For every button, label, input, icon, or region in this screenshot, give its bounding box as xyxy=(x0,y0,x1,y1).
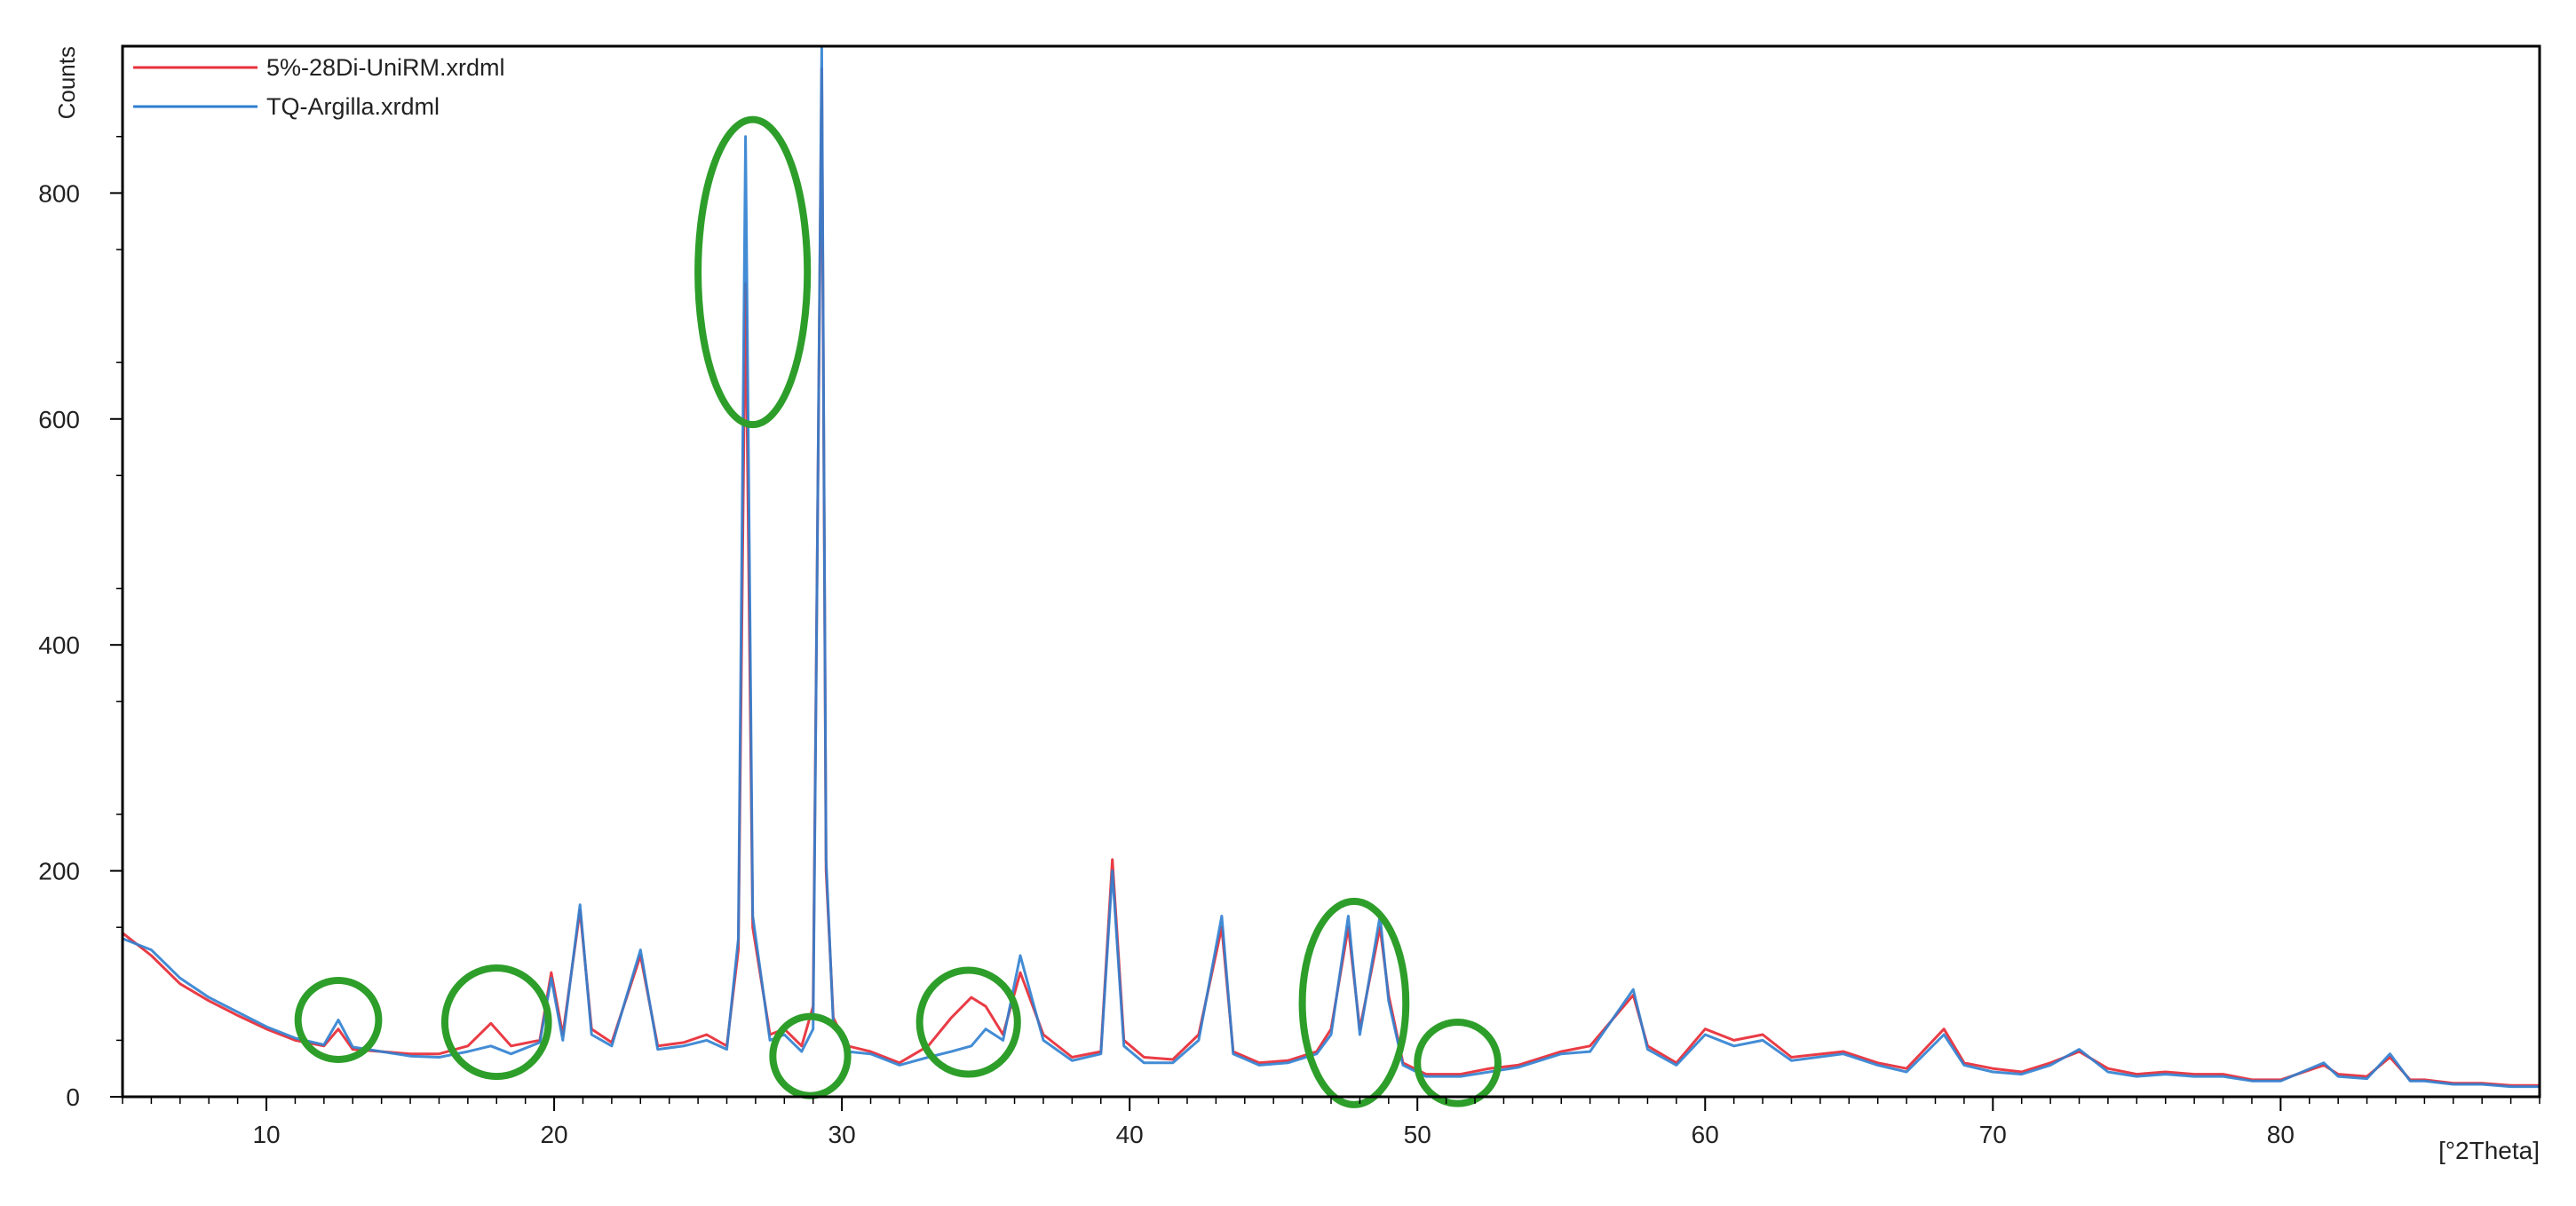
annotation-ellipse-3 xyxy=(694,115,812,429)
y-tick-label: 600 xyxy=(38,406,80,433)
y-tick-label: 0 xyxy=(66,1083,80,1111)
y-tick-label: 400 xyxy=(38,631,80,659)
x-tick-label: 40 xyxy=(1116,1121,1144,1148)
y-tick-label: 800 xyxy=(38,179,80,207)
legend-label-1: 5%-28Di-UniRM.xrdml xyxy=(266,54,505,81)
y-axis-label: Counts xyxy=(53,46,80,119)
x-tick-label: 10 xyxy=(252,1121,280,1148)
annotations-group xyxy=(294,115,1502,1108)
series-line-2 xyxy=(122,44,2540,1089)
annotation-ellipse-2 xyxy=(440,964,552,1081)
legend: 5%-28Di-UniRM.xrdml TQ-Argilla.xrdml xyxy=(133,54,505,120)
y-tick-label: 200 xyxy=(38,858,80,885)
x-tick-label: 60 xyxy=(1692,1121,1719,1148)
annotation-ellipse-1 xyxy=(294,976,383,1064)
x-tick-label: 80 xyxy=(2267,1121,2295,1148)
annotation-ellipse-7 xyxy=(1414,1019,1502,1107)
x-tick-label: 70 xyxy=(1979,1121,2007,1148)
x-tick-label: 50 xyxy=(1404,1121,1431,1148)
annotation-ellipse-6 xyxy=(1298,897,1410,1108)
legend-label-2: TQ-Argilla.xrdml xyxy=(266,93,440,120)
x-tick-label: 30 xyxy=(828,1121,856,1148)
series-group xyxy=(122,44,2540,1089)
x-axis-label: [°2Theta] xyxy=(2438,1137,2540,1164)
x-tick-label: 20 xyxy=(540,1121,567,1148)
annotation-ellipse-5 xyxy=(915,966,1021,1078)
